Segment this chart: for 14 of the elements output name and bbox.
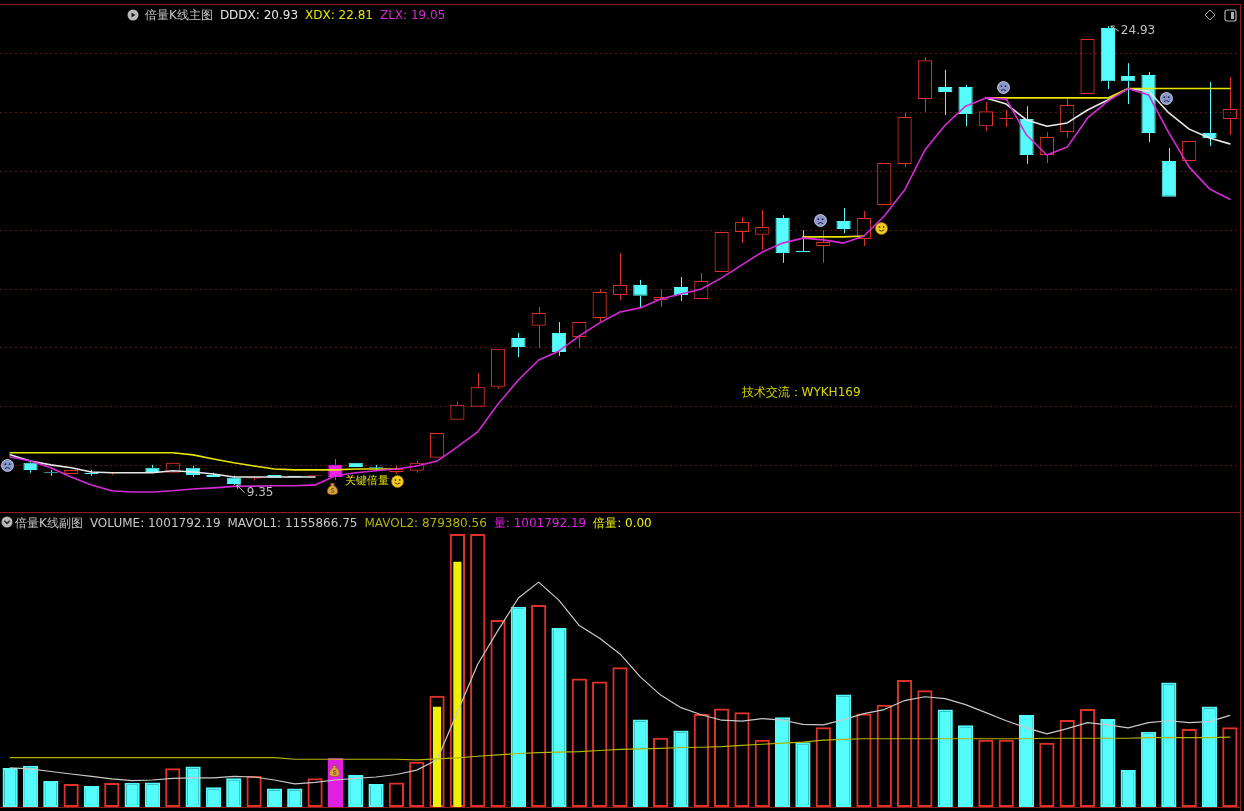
chart-title: 倍量K线副图 — [15, 516, 83, 530]
chart-title: 倍量K线主图 — [145, 8, 213, 22]
annotation: 关键倍量 — [345, 473, 390, 487]
text: MAVOL1: 1155866.75 — [227, 516, 358, 530]
text: DDDX: 20.93 — [219, 8, 299, 22]
text: 量: 1001792.19 — [493, 516, 587, 530]
text: 9.35 — [246, 485, 274, 500]
text: XDX: 22.81 — [305, 8, 373, 22]
annotation: 技术交流：WYKH169 — [740, 384, 861, 399]
chart-subtitle: VOLUME: 1001792.19 — [89, 516, 221, 530]
annotation: 24.93 — [1120, 23, 1156, 38]
text: MAVOL2: 879380.56 — [364, 516, 487, 530]
text: 倍量: 0.00 — [593, 516, 652, 530]
text: ZLX: 19.05 — [379, 8, 446, 22]
